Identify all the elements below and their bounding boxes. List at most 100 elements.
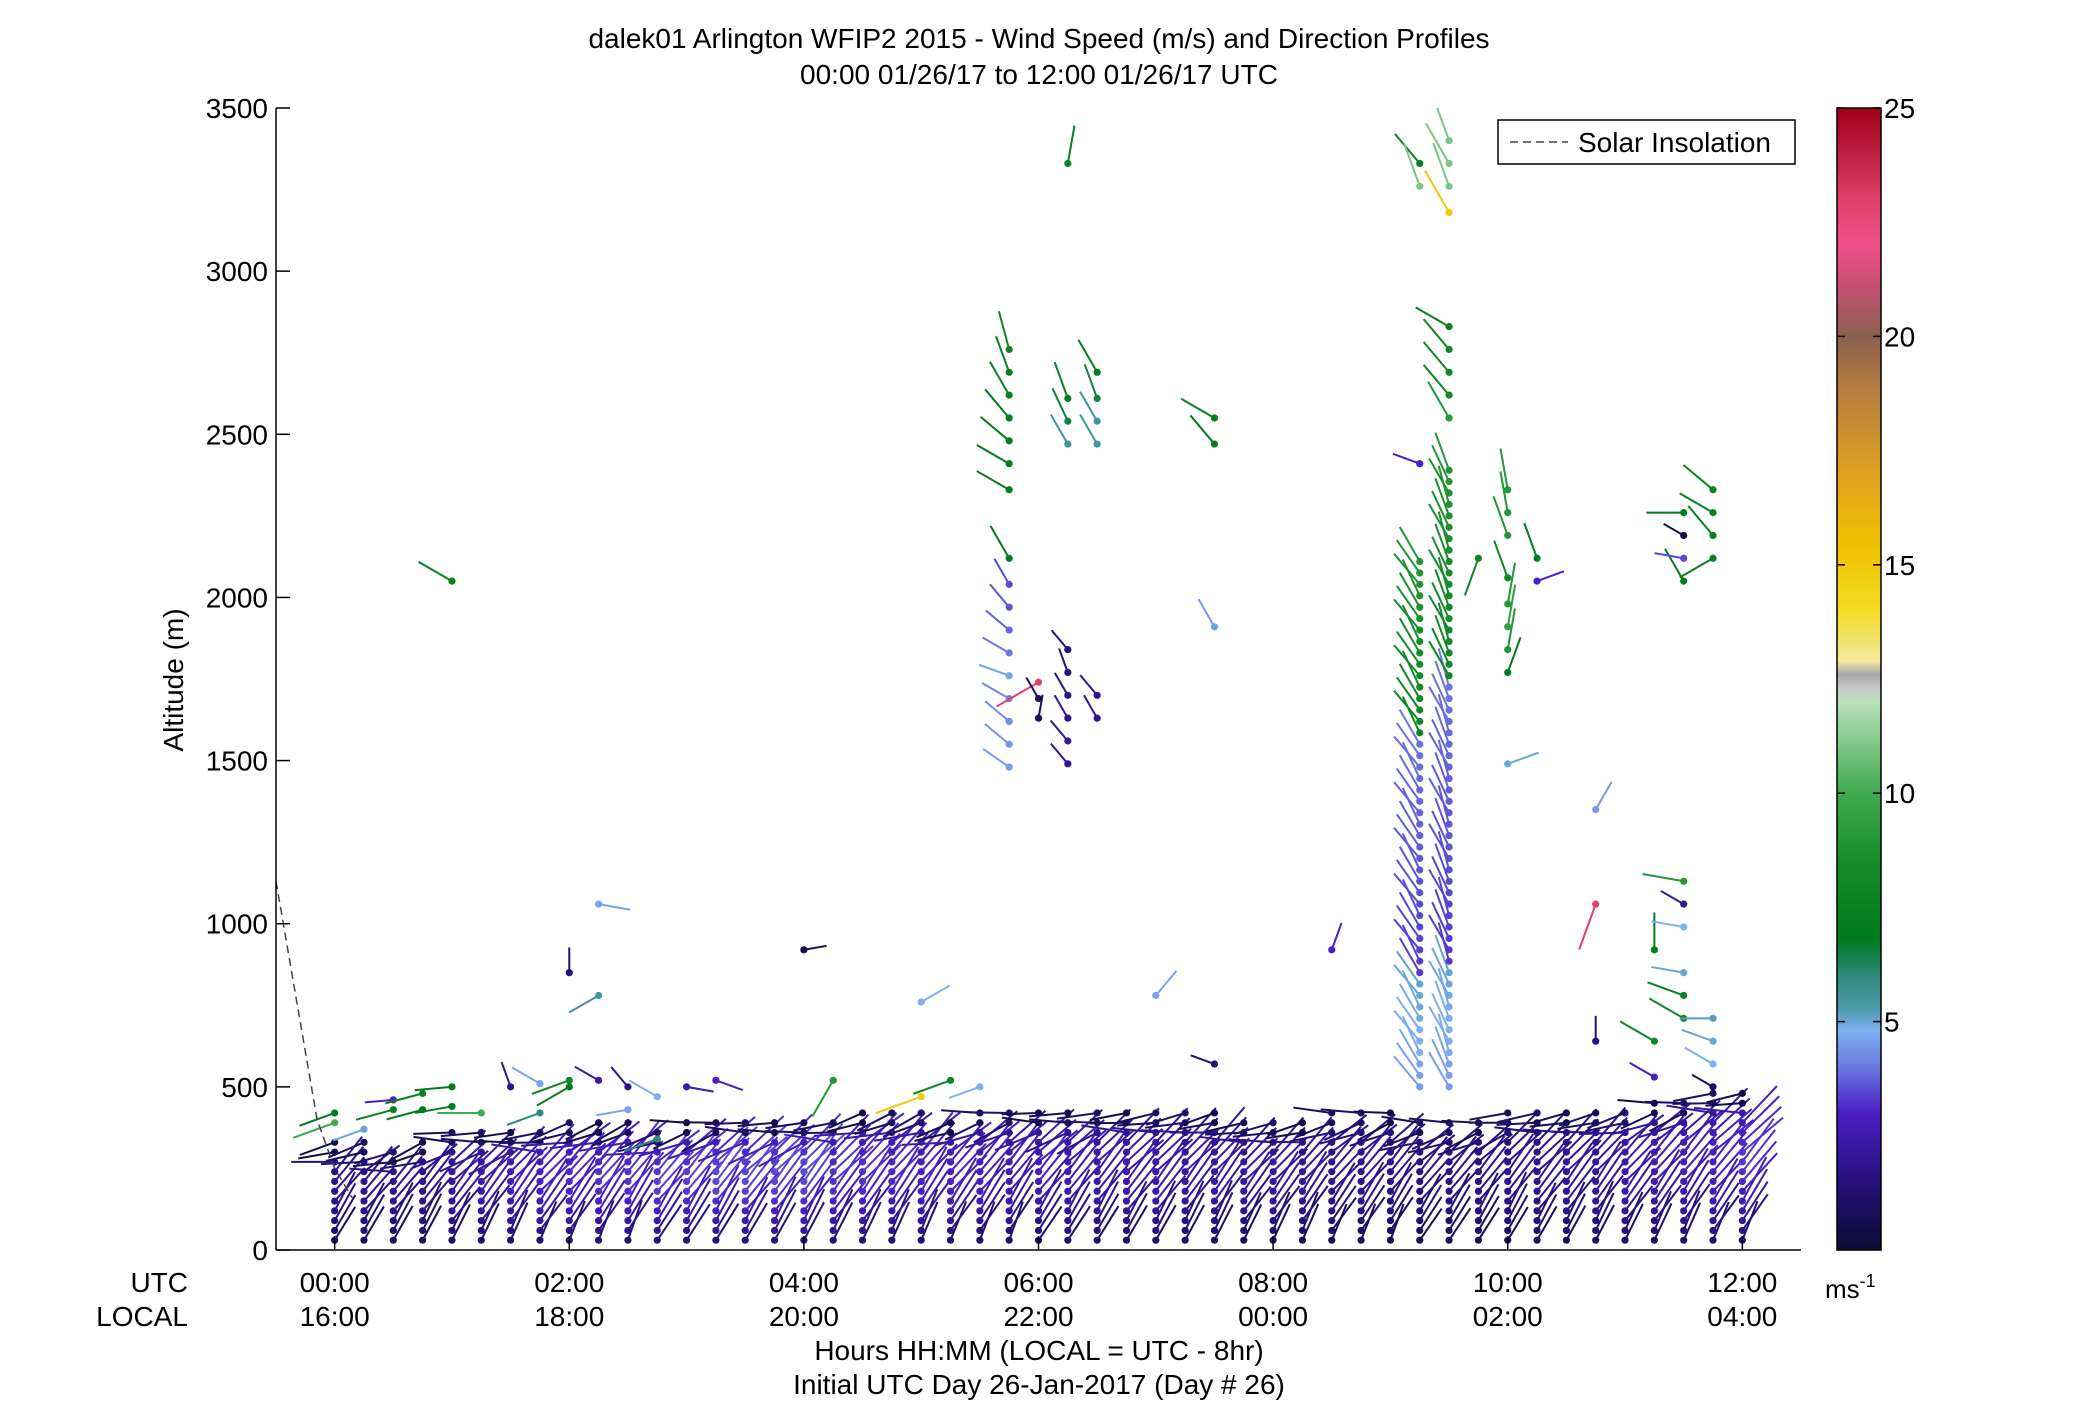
lowlevel-barb [744,1189,769,1231]
lowlevel-barb [1242,1174,1272,1212]
solar-insolation-line [275,881,353,1199]
lowlevel-barb [832,1170,865,1212]
elevated-barb [1422,341,1450,373]
elevated-barb-dot [1034,694,1043,703]
lowlevel-barb-dot [1269,1187,1277,1195]
lowlevel-barb [1056,1111,1098,1120]
column-barb-dot [1445,900,1453,908]
column-barb-dot [1416,820,1424,828]
lowlevel-barb-dot [624,1168,632,1176]
lowlevel-barb [1066,1181,1091,1222]
lowlevel-barb [439,1151,482,1173]
column-barb-dot [1416,1037,1424,1045]
column-barb-dot [1445,1071,1453,1080]
lowlevel-barb-dot [829,1217,837,1225]
elevated-barb-dot [1064,646,1072,654]
lowlevel-barb [1198,1135,1244,1144]
column-barb [1395,950,1421,985]
lowlevel-barb [349,1167,394,1173]
lowlevel-barb [597,1179,626,1222]
lowlevel-barb [531,1121,570,1141]
elevated-barb [981,636,1010,654]
lowlevel-barb-dot [1621,1148,1629,1156]
lowlevel-barb [1096,1152,1129,1192]
column-barb [1395,1042,1421,1077]
elevated-barb [920,984,950,1003]
lowlevel-barb [891,1182,921,1222]
lowlevel-barb-dot [1386,1207,1395,1215]
column-barb-dot [1416,717,1424,726]
lowlevel-barb-dot [1357,1119,1365,1127]
lowlevel-barb [1477,1207,1500,1241]
lowlevel-barb-dot [1650,1226,1658,1235]
column-barb [1431,581,1450,620]
lowlevel-barb-dot [331,1226,339,1235]
lowlevel-barb-dot [1445,1197,1453,1205]
lowlevel-barb-dot [1680,1138,1688,1146]
lowlevel-barb [1177,1121,1215,1131]
lowlevel-barb-dot [536,1177,544,1186]
lowlevel-barb [1477,1167,1508,1202]
lowlevel-barb-dot [829,1226,837,1235]
lowlevel-barb [1213,1151,1242,1192]
lowlevel-barb [473,1131,511,1139]
lowlevel-barb-dot [1738,1168,1746,1176]
lowlevel-barb-dot [1093,1148,1101,1156]
elevated-barb [623,1138,658,1153]
lowlevel-barb-dot [1005,1177,1013,1186]
lowlevel-barb [1096,1130,1127,1173]
lowlevel-barb-dot [565,1128,573,1137]
lowlevel-barb-dot [1474,1187,1483,1195]
lowlevel-barb-dot [770,1207,779,1215]
lowlevel-barb-dot [1122,1187,1131,1195]
lowlevel-barb-dot [1093,1158,1101,1166]
lowlevel-barb [1096,1181,1120,1222]
lowlevel-barb-dot [419,1177,427,1186]
x-tick-label-utc: 10:00 [1473,1267,1543,1298]
lowlevel-barb [333,1206,357,1241]
elevated-barb [610,1066,629,1088]
elevated-barb-dot [594,1076,603,1084]
elevated-barb-dot [1680,900,1688,908]
elevated-barb-dot [1709,1037,1717,1045]
lowlevel-barb [333,1194,357,1231]
lowlevel-barb-dot [1533,1177,1541,1186]
lowlevel-barb [1357,1121,1391,1142]
elevated-barb-dot [1445,208,1453,217]
elevated-barb [1392,452,1421,465]
lowlevel-barb-dot [712,1128,720,1137]
lowlevel-barb [568,1121,604,1163]
elevated-barb-dot [1093,714,1101,722]
elevated-barb [989,525,1011,559]
lowlevel-barb-dot [594,1197,603,1205]
column-barb-dot [1445,991,1453,1000]
column-barb-dot [1445,843,1453,851]
lowlevel-barb [325,1151,365,1162]
lowlevel-barb-dot [1504,1177,1512,1186]
lowlevel-barb-dot [1533,1226,1541,1235]
lowlevel-barb [491,1143,541,1154]
elevated-barb-dot [1445,323,1453,331]
lowlevel-barb-dot [1386,1226,1395,1235]
elevated-barb [1394,133,1421,165]
column-barb [1393,690,1421,723]
elevated-barb-dot [1034,714,1043,722]
lowlevel-barb-dot [477,1158,485,1166]
lowlevel-barb-dot [1210,1236,1219,1244]
column-barb [1401,559,1421,597]
lowlevel-barb-dot [1562,1207,1570,1215]
lowlevel-barb-dot [946,1236,955,1244]
lowlevel-barb [1653,1160,1682,1202]
lowlevel-barb-dot [1592,1177,1600,1186]
lowlevel-barb [597,1192,626,1231]
lowlevel-barb-dot [858,1168,867,1176]
lowlevel-barb-dot [1122,1197,1131,1205]
lowlevel-barb [1536,1130,1572,1163]
lowlevel-barb [1712,1194,1740,1232]
elevated-barb [1079,674,1098,696]
lowlevel-barb-dot [800,1148,808,1156]
column-barb [1428,823,1450,859]
lowlevel-barb-dot [1152,1177,1160,1186]
column-barb [1395,768,1421,802]
lowlevel-barb [1683,1110,1723,1144]
